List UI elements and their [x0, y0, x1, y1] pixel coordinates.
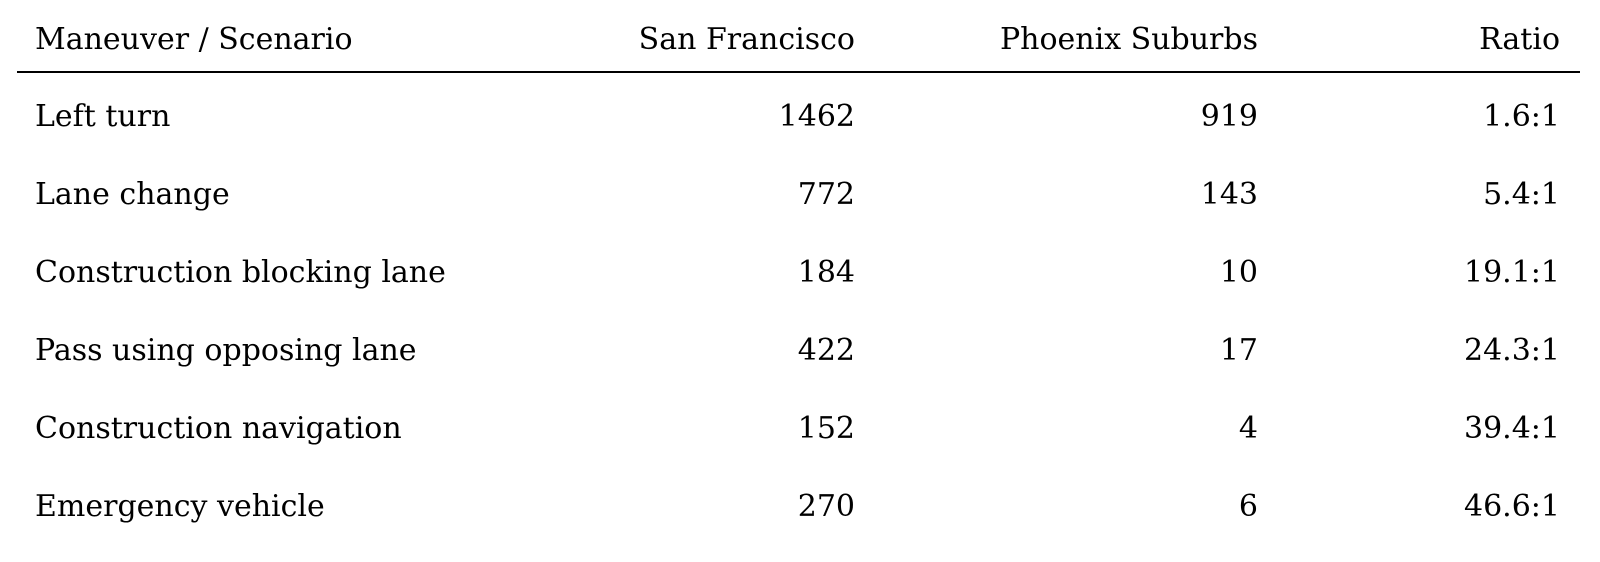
cell-ratio: 39.4:1	[1464, 411, 1560, 446]
column-header-phoenix-suburbs: Phoenix Suburbs	[875, 0, 1278, 73]
cell-ratio: 46.6:1	[1464, 489, 1560, 524]
cell-ratio: 1.6:1	[1483, 99, 1560, 134]
table-body: Left turn 1462 919 1.6:1 Lane change 772…	[17, 72, 1580, 546]
table-row: Construction navigation 152 4 39.4:1	[17, 390, 1580, 468]
cell-san-francisco: 772	[797, 177, 855, 212]
cell-maneuver: Lane change	[35, 177, 230, 212]
header-row: Maneuver / Scenario San Francisco Phoeni…	[17, 0, 1580, 73]
column-header-maneuver-scenario: Maneuver / Scenario	[17, 0, 487, 73]
table-header: Maneuver / Scenario San Francisco Phoeni…	[17, 0, 1580, 73]
cell-phoenix-suburbs: 6	[1238, 489, 1258, 524]
cell-san-francisco: 270	[797, 489, 855, 524]
table-row: Emergency vehicle 270 6 46.6:1	[17, 468, 1580, 546]
cell-maneuver: Left turn	[35, 99, 171, 134]
cell-phoenix-suburbs: 919	[1200, 99, 1258, 134]
cell-san-francisco: 422	[797, 333, 855, 368]
cell-phoenix-suburbs: 4	[1238, 411, 1258, 446]
cell-ratio: 24.3:1	[1464, 333, 1560, 368]
cell-phoenix-suburbs: 143	[1200, 177, 1258, 212]
table-row: Lane change 772 143 5.4:1	[17, 156, 1580, 234]
cell-phoenix-suburbs: 10	[1219, 255, 1258, 290]
table-row: Construction blocking lane 184 10 19.1:1	[17, 234, 1580, 312]
column-header-san-francisco: San Francisco	[487, 0, 875, 73]
cell-maneuver: Construction navigation	[35, 411, 402, 446]
cell-maneuver: Construction blocking lane	[35, 255, 446, 290]
cell-phoenix-suburbs: 17	[1219, 333, 1258, 368]
maneuver-scenario-table: Maneuver / Scenario San Francisco Phoeni…	[17, 0, 1580, 546]
column-header-ratio: Ratio	[1278, 0, 1580, 73]
cell-ratio: 5.4:1	[1483, 177, 1560, 212]
cell-maneuver: Emergency vehicle	[35, 489, 325, 524]
cell-san-francisco: 152	[797, 411, 855, 446]
cell-ratio: 19.1:1	[1464, 255, 1560, 290]
cell-san-francisco: 184	[797, 255, 855, 290]
cell-san-francisco: 1462	[778, 99, 855, 134]
cell-maneuver: Pass using opposing lane	[35, 333, 417, 368]
table-row: Pass using opposing lane 422 17 24.3:1	[17, 312, 1580, 390]
table-row: Left turn 1462 919 1.6:1	[17, 72, 1580, 156]
